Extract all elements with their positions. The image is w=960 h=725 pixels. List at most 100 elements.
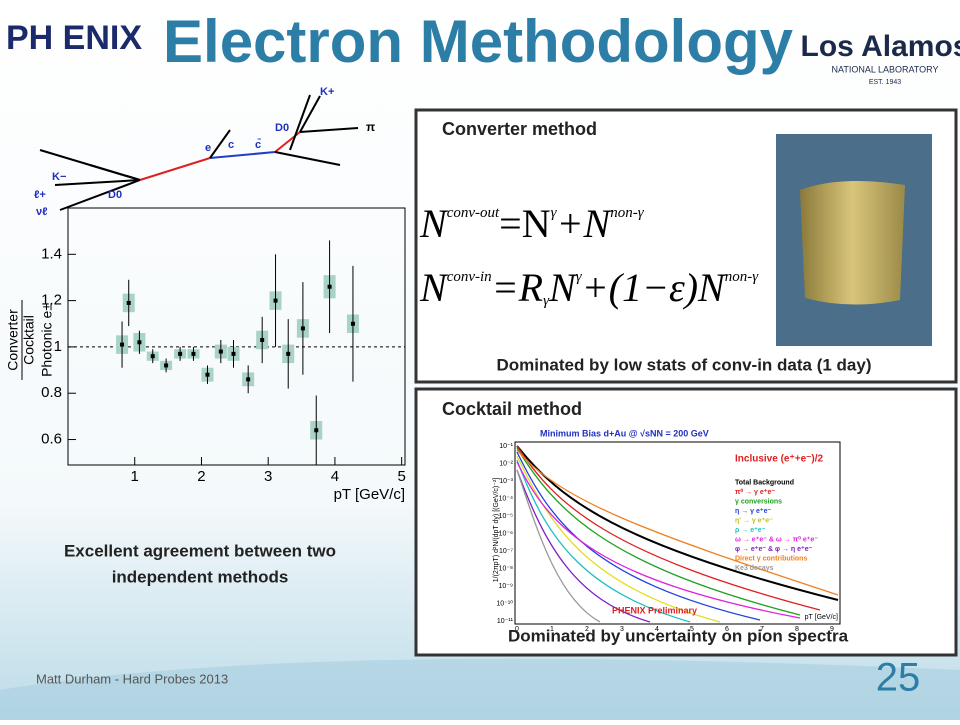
cocktail-x-tick: 9: [830, 626, 834, 633]
cocktail-y-tick: 10⁻⁷: [499, 548, 513, 555]
cocktail-y-tick: 10⁻²: [499, 460, 513, 467]
x-label: pT [GeV/c]: [334, 486, 405, 503]
svg-text:Nconv-in=RγNγ+(1−ε)Nnon-γ: Nconv-in=RγNγ+(1−ε)Nnon-γ: [419, 265, 759, 310]
point: [205, 372, 210, 377]
eq-part: N: [419, 265, 449, 310]
point: [327, 284, 332, 289]
cocktail-x-label: pT [GeV/c]: [805, 614, 838, 621]
diagram-label: π: [366, 120, 375, 134]
left-text: independent methods: [112, 567, 289, 586]
eq-part: N: [548, 265, 578, 310]
plot-frame: [514, 441, 841, 625]
right-logo-est: EST. 1943: [869, 79, 901, 86]
cocktail-x-tick: 4: [655, 626, 659, 633]
cocktail-legend: π⁰ → γ e⁺e⁻: [735, 488, 775, 496]
converter-caption: Dominated by low stats of conv-in data (…: [497, 355, 872, 374]
cocktail-y-tick: 10⁻⁴: [499, 495, 514, 502]
point: [231, 351, 236, 356]
cocktail-y-tick: 10⁻⁶: [499, 530, 513, 537]
y-tick-label: 1.2: [41, 292, 62, 309]
point: [150, 354, 155, 359]
eq-part: non-γ: [725, 269, 759, 285]
svg-text:Nconv-out=Nγ+Nnon-γ: Nconv-out=Nγ+Nnon-γ: [419, 201, 645, 246]
eq-part: non-γ: [610, 205, 644, 221]
cocktail-plot: 10⁻¹ 10⁻² 10⁻³ 10⁻⁴ 10⁻⁵ 10⁻⁶ 10⁻⁷ 10⁻⁸ 10⁻⁹ 10⁻¹…: [493, 441, 841, 633]
x-tick-label: 4: [331, 468, 339, 485]
left-text: Excellent agreement between two: [64, 541, 336, 560]
cocktail-x-tick: 8: [795, 626, 799, 633]
cocktail-caption: Dominated by uncertainty on pion spectra: [508, 626, 849, 645]
eq-part: +(1−ε)N: [582, 265, 727, 310]
point: [137, 340, 142, 345]
eq-part: =R: [492, 265, 543, 310]
point: [246, 377, 251, 382]
cocktail-x-tick: 1: [550, 626, 554, 633]
cocktail-x-tick: 5: [690, 626, 694, 633]
eq-part: +N: [557, 201, 613, 246]
cocktail-y-tick: 10⁻⁸: [499, 565, 513, 572]
eq-part: =N: [499, 201, 550, 246]
point: [126, 300, 131, 305]
converter-heading: Converter method: [442, 119, 597, 139]
cocktail-x-tick: 3: [620, 626, 624, 633]
title: Electron Methodology: [163, 8, 794, 75]
cocktail-heading: Cocktail method: [442, 399, 582, 419]
preliminary: PHENIX Preliminary: [612, 605, 697, 615]
diagram-label: D0: [275, 122, 289, 134]
ratio-plot: 0.6 0.8 1 1.2 1.4 1 2 3 4 5pT [GeV/c] Converter Coc…: [5, 207, 406, 503]
y-label: Photonic e±: [39, 303, 55, 377]
converter-foil: [800, 181, 905, 305]
point: [350, 321, 355, 326]
cocktail-y-label: 1/(2πpT) d²N/(dpT dy) [(GeV/c)⁻²]: [493, 478, 500, 583]
page-number: 25: [876, 656, 921, 700]
x-tick-label: 2: [197, 468, 205, 485]
cocktail-legend: Total Background: [735, 479, 794, 486]
cocktail-y-tick: 10⁻¹⁰: [496, 599, 513, 607]
point: [286, 351, 291, 356]
cocktail-legend: η → γ e⁺e⁻: [735, 508, 771, 515]
point: [314, 428, 319, 433]
plot-frame: [67, 207, 406, 466]
y-label: Cocktail: [21, 315, 37, 365]
eq-part: γ: [543, 293, 550, 309]
x-tick-label: 1: [131, 468, 139, 485]
wave: [0, 658, 960, 720]
eq-part: γ: [576, 269, 583, 285]
cocktail-legend: Direct γ contributions: [735, 555, 807, 562]
cocktail-curves: [516, 445, 839, 623]
cocktail-legend: ρ → e⁺e⁻: [735, 527, 766, 534]
y-tick-label: 1.4: [41, 245, 62, 262]
diagram-label: K−: [52, 171, 66, 183]
point: [191, 351, 196, 356]
diagram-label: νℓ: [36, 206, 48, 218]
point: [260, 337, 265, 342]
y-tick-label: 0.6: [41, 431, 62, 448]
cocktail-y-tick: 10⁻³: [499, 478, 513, 485]
cocktail-y-tick: 10⁻¹: [499, 443, 513, 450]
eq-part: conv-out: [447, 205, 500, 221]
equation: Nconv-out=Nγ+Nnon-γ Nconv-in=RγNγ+(1−ε)N…: [419, 201, 759, 310]
point: [218, 349, 223, 354]
eq-part: conv-in: [447, 269, 492, 285]
footer-author: Matt Durham - Hard Probes 2013: [36, 671, 228, 686]
cocktail-x-tick: 0: [515, 626, 519, 633]
diagram-label: e: [205, 142, 211, 154]
y-label: Converter: [5, 309, 21, 371]
point: [300, 326, 305, 331]
cocktail-legend: ω → e⁺e⁻ & ω → π⁰ e⁺e⁻: [735, 535, 818, 543]
eq-part: γ: [551, 205, 558, 221]
cocktail-y-tick: 10⁻¹¹: [497, 618, 514, 625]
eq-part: N: [419, 201, 449, 246]
cocktail-legend: Inclusive (e⁺+e⁻)/2: [735, 454, 824, 465]
diagram-label: D0: [108, 189, 122, 201]
right-logo: Los Alamos: [801, 30, 960, 63]
right-logo-sub: NATIONAL LABORATORY: [831, 64, 938, 74]
point: [120, 342, 125, 347]
cocktail-y-tick: 10⁻⁹: [499, 583, 513, 590]
point: [164, 363, 169, 368]
y-tick-label: 0.8: [41, 384, 62, 401]
point: [273, 298, 278, 303]
cocktail-legend: φ → e⁺e⁻ & φ → η e⁺e⁻: [735, 546, 813, 553]
decay-diagram: [39, 94, 359, 211]
